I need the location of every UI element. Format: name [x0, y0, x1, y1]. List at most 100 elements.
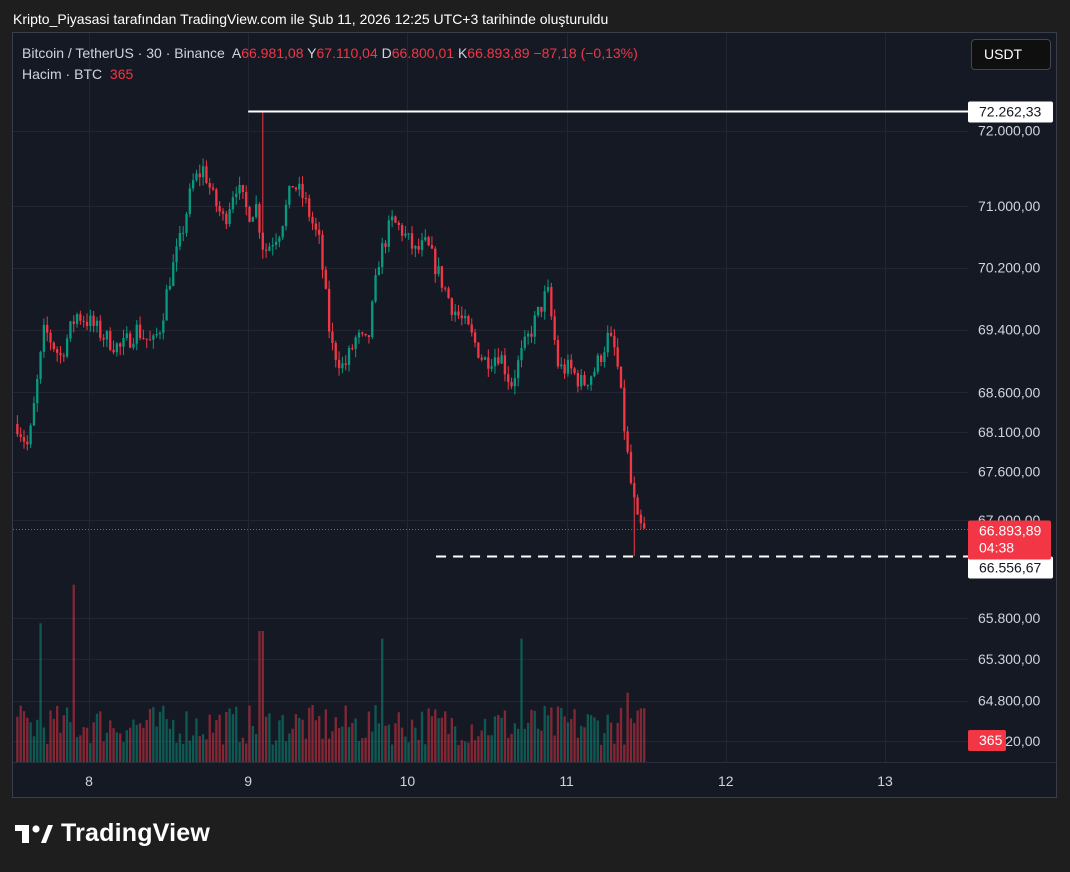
candle-body[interactable] — [361, 332, 364, 334]
candle-body[interactable] — [589, 376, 593, 385]
candle-body[interactable] — [55, 349, 59, 353]
candle-body[interactable] — [357, 332, 361, 338]
candle-body[interactable] — [550, 287, 553, 317]
candle-body[interactable] — [162, 320, 165, 333]
candle-body[interactable] — [26, 441, 29, 445]
candle-body[interactable] — [318, 229, 321, 235]
candle-body[interactable] — [613, 335, 616, 348]
candle-body[interactable] — [254, 204, 258, 218]
candle-body[interactable] — [125, 333, 128, 338]
candle-body[interactable] — [526, 333, 530, 337]
candle-body[interactable] — [347, 347, 351, 365]
candle-body[interactable] — [629, 451, 633, 484]
candle-body[interactable] — [603, 352, 606, 363]
candle-body[interactable] — [533, 315, 536, 337]
candle-body[interactable] — [145, 338, 148, 340]
candle-body[interactable] — [460, 315, 463, 319]
candle-body[interactable] — [155, 334, 158, 336]
candle-body[interactable] — [135, 324, 138, 344]
candle-body[interactable] — [205, 166, 208, 183]
candle-body[interactable] — [457, 311, 460, 316]
candle-body[interactable] — [570, 359, 573, 369]
candle-body[interactable] — [245, 192, 248, 208]
candle-body[interactable] — [467, 316, 470, 325]
candle-body[interactable] — [148, 339, 152, 341]
candle-body[interactable] — [198, 173, 201, 178]
candle-body[interactable] — [201, 166, 205, 178]
candle-body[interactable] — [228, 209, 231, 225]
candle-body[interactable] — [553, 316, 556, 341]
candle-body[interactable] — [42, 324, 46, 352]
high-price-badge[interactable] — [968, 101, 1053, 123]
candle-body[interactable] — [517, 360, 520, 379]
candle-body[interactable] — [132, 343, 135, 348]
candle-body[interactable] — [351, 347, 354, 349]
symbol-label[interactable]: Bitcoin / TetherUS · 30 · Binance — [22, 45, 225, 61]
candle-body[interactable] — [308, 198, 311, 217]
candle-body[interactable] — [417, 246, 420, 250]
candle-body[interactable] — [566, 359, 570, 374]
candle-body[interactable] — [586, 384, 589, 386]
candle-body[interactable] — [32, 403, 36, 426]
candle-body[interactable] — [72, 321, 75, 324]
candle-body[interactable] — [331, 331, 334, 343]
candle-body[interactable] — [560, 364, 563, 367]
candle-body[interactable] — [89, 315, 92, 326]
candle-body[interactable] — [510, 382, 513, 387]
candle-body[interactable] — [576, 373, 580, 387]
candle-body[interactable] — [480, 357, 483, 360]
candle-body[interactable] — [22, 436, 26, 442]
candle-body[interactable] — [52, 342, 56, 350]
candle-body[interactable] — [583, 375, 586, 386]
candle-body[interactable] — [354, 337, 357, 349]
candle-body[interactable] — [304, 198, 308, 200]
candle-body[interactable] — [278, 237, 281, 242]
candle-body[interactable] — [284, 204, 288, 227]
candle-body[interactable] — [235, 193, 238, 198]
candle-body[interactable] — [175, 246, 178, 263]
candle-body[interactable] — [374, 275, 377, 302]
candle-body[interactable] — [609, 332, 613, 336]
low-price-badge[interactable] — [968, 556, 1053, 579]
tradingview-logo[interactable]: TradingView — [15, 819, 210, 848]
candle-body[interactable] — [112, 349, 115, 353]
volume-badge[interactable] — [968, 730, 1006, 751]
candle-body[interactable] — [364, 333, 367, 336]
candle-body[interactable] — [540, 306, 543, 312]
candle-body[interactable] — [82, 320, 85, 322]
candle-body[interactable] — [105, 331, 109, 340]
candle-body[interactable] — [122, 337, 125, 347]
candle-body[interactable] — [168, 285, 172, 290]
candle-body[interactable] — [400, 225, 404, 236]
candle-body[interactable] — [301, 183, 304, 199]
candle-body[interactable] — [46, 324, 49, 333]
volume-label[interactable]: Hacim · BTC — [22, 66, 103, 82]
candle-body[interactable] — [420, 240, 424, 250]
candle-body[interactable] — [158, 332, 162, 335]
candle-body[interactable] — [633, 483, 636, 498]
candle-body[interactable] — [473, 332, 477, 343]
currency-button[interactable]: USDT — [971, 39, 1051, 70]
candle-body[interactable] — [437, 266, 440, 275]
candle-body[interactable] — [404, 233, 407, 236]
candle-body[interactable] — [573, 368, 576, 374]
candle-body[interactable] — [477, 342, 480, 358]
candle-body[interactable] — [19, 434, 22, 437]
candle-body[interactable] — [450, 298, 454, 316]
candle-body[interactable] — [536, 306, 540, 316]
candle-body[interactable] — [513, 378, 517, 387]
candle-body[interactable] — [394, 216, 397, 223]
candle-body[interactable] — [39, 351, 42, 379]
candle-body[interactable] — [321, 234, 324, 270]
candle-body[interactable] — [142, 338, 145, 340]
candle-body[interactable] — [463, 316, 467, 319]
candle-body[interactable] — [271, 245, 274, 247]
candle-body[interactable] — [546, 287, 550, 292]
candle-body[interactable] — [288, 185, 291, 205]
candle-body[interactable] — [623, 387, 626, 432]
candle-body[interactable] — [172, 262, 175, 286]
candle-body[interactable] — [447, 288, 450, 299]
candle-body[interactable] — [16, 423, 19, 435]
candle-body[interactable] — [440, 266, 444, 288]
